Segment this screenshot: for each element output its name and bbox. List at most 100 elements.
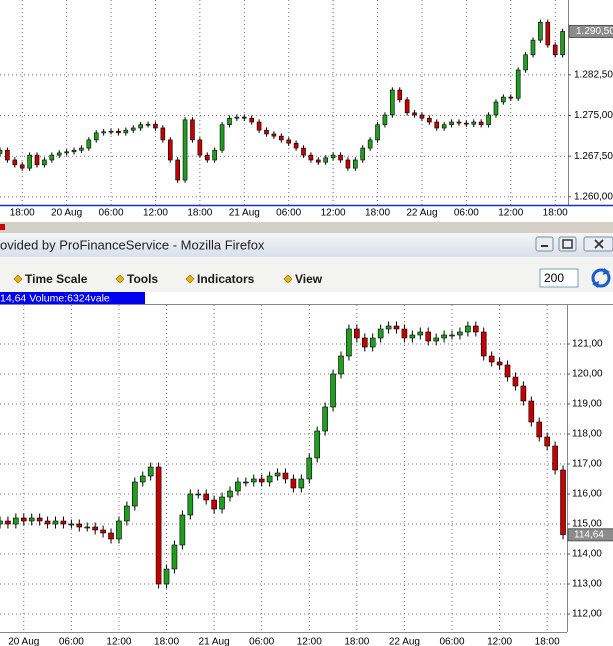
candle-body (13, 517, 19, 525)
candle-body (0, 520, 3, 525)
candle-body (68, 523, 75, 526)
candle-body (545, 21, 551, 46)
candle-body (552, 445, 558, 471)
candle-body (338, 355, 344, 375)
candle-body (520, 385, 527, 402)
candle-body (64, 151, 69, 154)
candle-body (243, 481, 249, 484)
candle-body (397, 89, 403, 101)
candle-body (464, 122, 469, 125)
menu-item[interactable]: View (295, 272, 323, 286)
menu-icon (185, 274, 195, 284)
candle-body (12, 159, 18, 166)
candle-body (258, 478, 265, 483)
candle-body (504, 364, 511, 378)
x-tick-label: 18:00 (344, 637, 369, 646)
candle-body (204, 154, 210, 161)
candle-body (427, 117, 432, 123)
candle-body (393, 325, 400, 330)
x-tick-label: 21 Aug (199, 637, 230, 646)
candle-body (153, 123, 158, 129)
top-chart: 1.282,50 1.275,00 1.267,50 1.260,00 18:00 20 … (0, 0, 613, 219)
candle-body (175, 159, 180, 181)
candle-body (79, 147, 84, 151)
candle-body (286, 139, 292, 144)
candle-body (44, 520, 51, 525)
menu-icon (283, 274, 293, 284)
menu-icon (115, 274, 125, 284)
candle-body (256, 121, 262, 131)
x-tick-label: 12:00 (498, 208, 523, 219)
y-tick-label: 119,00 (572, 399, 602, 410)
candle-body (417, 331, 424, 336)
candle-body (86, 139, 92, 149)
candle-body (354, 328, 360, 339)
candle-body (19, 164, 25, 169)
candle-body (163, 568, 170, 585)
y-tick-label: 121,00 (572, 339, 603, 350)
candle-body (433, 337, 439, 342)
candle-body (330, 373, 336, 408)
candle-body (167, 139, 173, 161)
candle-body (496, 361, 503, 366)
candle-body (108, 532, 114, 540)
candle-body (538, 21, 543, 41)
candle-body (92, 526, 98, 531)
menu-icon (13, 274, 23, 284)
candle-body (508, 96, 514, 99)
candle-body (530, 39, 536, 56)
x-tick-label: 18:00 (535, 637, 560, 646)
candle-body (528, 400, 535, 423)
menu-item[interactable]: Tools (127, 272, 158, 286)
candle-body (544, 436, 550, 447)
x-tick-label: 12:00 (297, 637, 322, 646)
refresh-arrows (592, 268, 610, 288)
candle-body (486, 114, 491, 126)
x-tick-label: 22 Aug (406, 208, 437, 219)
candle-body (314, 430, 321, 459)
candle-body (480, 331, 487, 357)
candle-body (235, 481, 241, 492)
close-icon (594, 239, 604, 249)
candle-body (449, 121, 454, 126)
last-price-tag (567, 528, 613, 542)
candle-body (290, 478, 297, 489)
x-tick-label: 21 Aug (229, 208, 260, 219)
info-row (0, 292, 613, 305)
refresh-button[interactable] (591, 268, 611, 288)
maximize-button[interactable] (558, 236, 577, 252)
y-tick-label: 115,00 (572, 519, 602, 530)
candle-body (457, 331, 463, 336)
y-tick-label: 1.267,50 (574, 151, 613, 162)
minimize-button[interactable] (535, 236, 554, 252)
menu-item[interactable]: Indicators (197, 272, 255, 286)
candle-body (241, 116, 247, 119)
candle-body (139, 475, 146, 483)
candle-body (473, 325, 479, 333)
menu-item[interactable]: Time Scale (25, 272, 88, 286)
candle-body (195, 493, 202, 496)
candle-body (412, 112, 417, 116)
candle-body (282, 472, 289, 480)
candle-body (250, 478, 257, 483)
candle-body (227, 117, 232, 126)
candle-body (56, 152, 62, 156)
toolbar (0, 257, 613, 292)
candle-body (353, 159, 358, 169)
candle-body (346, 328, 352, 357)
candle-body (377, 328, 384, 339)
candle-body (132, 481, 138, 507)
candle-body (390, 89, 395, 116)
candle-body (130, 127, 136, 131)
candle-body (367, 139, 373, 149)
candle-body (212, 149, 217, 161)
candle-body (147, 466, 154, 477)
candle-body (219, 124, 225, 151)
candle-body (434, 121, 440, 129)
bars-input[interactable] (539, 268, 579, 288)
y-tick-label: 1.282,50 (574, 69, 613, 80)
x-tick-label: 06:00 (99, 208, 124, 219)
candle-body (456, 121, 462, 124)
info-text: 14,64 Volume:6324vale (0, 292, 110, 304)
